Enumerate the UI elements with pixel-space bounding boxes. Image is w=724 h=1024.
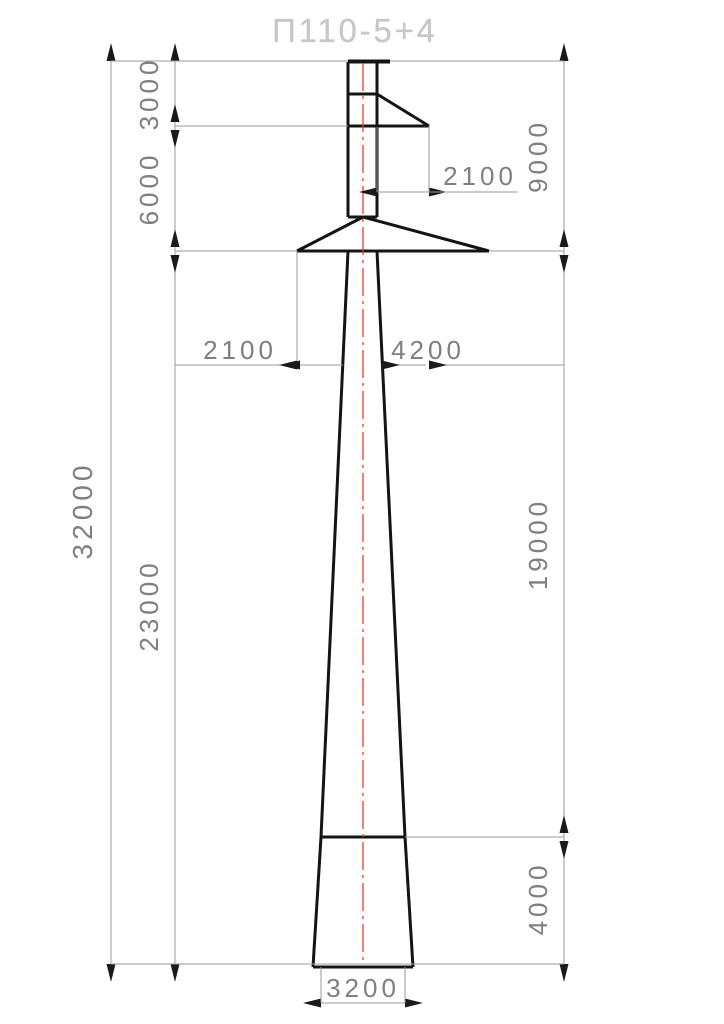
- svg-text:4200: 4200: [391, 335, 465, 365]
- svg-text:9000: 9000: [523, 119, 553, 193]
- svg-text:2100: 2100: [203, 335, 277, 365]
- svg-text:23000: 23000: [134, 559, 164, 651]
- svg-text:4000: 4000: [523, 862, 553, 936]
- svg-text:П110-5+4: П110-5+4: [272, 12, 438, 49]
- svg-text:32000: 32000: [67, 462, 98, 560]
- svg-text:3200: 3200: [326, 973, 400, 1003]
- svg-text:6000: 6000: [134, 152, 164, 226]
- svg-text:3000: 3000: [134, 57, 164, 131]
- svg-text:19000: 19000: [523, 498, 553, 590]
- svg-text:2100: 2100: [443, 161, 517, 191]
